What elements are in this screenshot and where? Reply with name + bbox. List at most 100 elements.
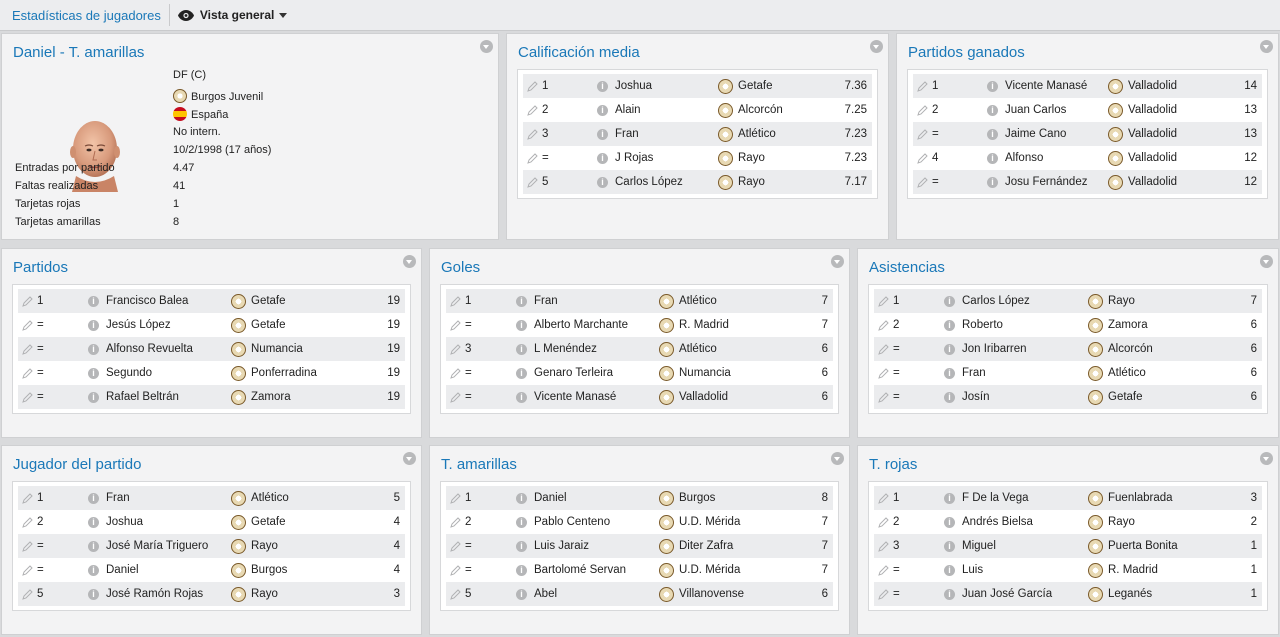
ranking-row[interactable]: = i Jesús López Getafe 19	[18, 313, 405, 337]
pencil-icon[interactable]	[450, 296, 461, 310]
pencil-icon[interactable]	[878, 541, 889, 555]
pencil-icon[interactable]	[527, 81, 538, 95]
team-name[interactable]: Burgos	[679, 492, 716, 504]
team-name[interactable]: Rayo	[251, 588, 278, 600]
info-icon[interactable]: i	[944, 319, 955, 331]
team-name[interactable]: Valladolid	[1128, 104, 1178, 116]
ranking-row[interactable]: = i Daniel Burgos 4	[18, 558, 405, 582]
player-name[interactable]: Daniel	[106, 564, 139, 576]
info-icon[interactable]: i	[944, 516, 955, 528]
info-icon[interactable]: i	[597, 176, 608, 188]
ranking-row[interactable]: 1 i Fran Atlético 5	[18, 486, 405, 510]
info-icon[interactable]: i	[88, 391, 99, 403]
ranking-row[interactable]: 5 i José Ramón Rojas Rayo 3	[18, 582, 405, 606]
info-icon[interactable]: i	[88, 319, 99, 331]
pencil-icon[interactable]	[527, 153, 538, 167]
team-name[interactable]: Atlético	[738, 128, 776, 140]
player-name[interactable]: Fran	[615, 128, 639, 140]
ranking-row[interactable]: 1 i Daniel Burgos 8	[446, 486, 833, 510]
info-icon[interactable]: i	[944, 367, 955, 379]
team-name[interactable]: Atlético	[679, 295, 717, 307]
info-icon[interactable]: i	[516, 343, 527, 355]
team-name[interactable]: Rayo	[251, 540, 278, 552]
panel-menu-button[interactable]	[831, 452, 844, 465]
team-name[interactable]: Rayo	[1108, 516, 1135, 528]
team-name[interactable]: Alcorcón	[1108, 343, 1153, 355]
team-name[interactable]: Valladolid	[1128, 152, 1178, 164]
player-name[interactable]: Jaime Cano	[1005, 128, 1067, 140]
info-icon[interactable]: i	[88, 516, 99, 528]
pencil-icon[interactable]	[917, 129, 928, 143]
player-name[interactable]: Segundo	[106, 367, 153, 379]
panel-menu-button[interactable]	[480, 40, 493, 53]
player-name[interactable]: Carlos López	[615, 176, 683, 188]
player-name[interactable]: Miguel	[962, 540, 996, 552]
player-name[interactable]: Roberto	[962, 319, 1003, 331]
ranking-row[interactable]: 2 i Pablo Centeno U.D. Mérida 7	[446, 510, 833, 534]
ranking-row[interactable]: = i Segundo Ponferradina 19	[18, 361, 405, 385]
info-icon[interactable]: i	[516, 564, 527, 576]
player-name[interactable]: Abel	[534, 588, 558, 600]
info-icon[interactable]: i	[516, 391, 527, 403]
ranking-row[interactable]: = i Genaro Terleira Numancia 6	[446, 361, 833, 385]
panel-menu-button[interactable]	[1260, 40, 1273, 53]
ranking-row[interactable]: 2 i Roberto Zamora 6	[874, 313, 1262, 337]
pencil-icon[interactable]	[450, 517, 461, 531]
ranking-row[interactable]: = i José María Triguero Rayo 4	[18, 534, 405, 558]
pencil-icon[interactable]	[878, 320, 889, 334]
ranking-row[interactable]: = i Jaime Cano Valladolid 13	[913, 122, 1262, 146]
player-name[interactable]: Jesús López	[106, 319, 171, 331]
pencil-icon[interactable]	[917, 105, 928, 119]
ranking-row[interactable]: = i Juan José García Leganés 1	[874, 582, 1262, 606]
player-club[interactable]: Burgos Juvenil	[173, 89, 263, 103]
team-name[interactable]: Numancia	[251, 343, 303, 355]
info-icon[interactable]: i	[944, 343, 955, 355]
team-name[interactable]: Puerta Bonita	[1108, 540, 1178, 552]
player-name[interactable]: F De la Vega	[962, 492, 1029, 504]
pencil-icon[interactable]	[878, 517, 889, 531]
player-name[interactable]: Luis Jaraiz	[534, 540, 589, 552]
info-icon[interactable]: i	[88, 588, 99, 600]
player-name[interactable]: Jon Iribarren	[962, 343, 1027, 355]
player-name[interactable]: Alfonso Revuelta	[106, 343, 193, 355]
pencil-icon[interactable]	[22, 296, 33, 310]
player-name[interactable]: L Menéndez	[534, 343, 597, 355]
pencil-icon[interactable]	[22, 493, 33, 507]
pencil-icon[interactable]	[22, 368, 33, 382]
info-icon[interactable]: i	[944, 391, 955, 403]
pencil-icon[interactable]	[917, 153, 928, 167]
player-name[interactable]: Fran	[106, 492, 130, 504]
info-icon[interactable]: i	[597, 80, 608, 92]
player-name[interactable]: Joshua	[106, 516, 144, 528]
player-name[interactable]: Francisco Balea	[106, 295, 189, 307]
player-name[interactable]: Vicente Manasé	[1005, 80, 1088, 92]
team-name[interactable]: Getafe	[1108, 391, 1143, 403]
pencil-icon[interactable]	[527, 129, 538, 143]
team-name[interactable]: Rayo	[738, 176, 765, 188]
player-name[interactable]: José María Triguero	[106, 540, 209, 552]
pencil-icon[interactable]	[22, 320, 33, 334]
player-name[interactable]: Andrés Bielsa	[962, 516, 1033, 528]
team-name[interactable]: Valladolid	[679, 391, 729, 403]
info-icon[interactable]: i	[597, 152, 608, 164]
pencil-icon[interactable]	[878, 296, 889, 310]
info-icon[interactable]: i	[516, 319, 527, 331]
pencil-icon[interactable]	[878, 589, 889, 603]
player-name[interactable]: Daniel	[534, 492, 567, 504]
player-name[interactable]: Josu Fernández	[1005, 176, 1088, 188]
info-icon[interactable]: i	[88, 343, 99, 355]
team-name[interactable]: Atlético	[251, 492, 289, 504]
player-name[interactable]: José Ramón Rojas	[106, 588, 204, 600]
player-name[interactable]: Fran	[962, 367, 986, 379]
pencil-icon[interactable]	[878, 392, 889, 406]
player-name[interactable]: Fran	[534, 295, 558, 307]
panel-menu-button[interactable]	[870, 40, 883, 53]
view-selector[interactable]: Vista general	[170, 8, 288, 22]
team-name[interactable]: U.D. Mérida	[679, 516, 741, 528]
ranking-row[interactable]: 3 i Miguel Puerta Bonita 1	[874, 534, 1262, 558]
pencil-icon[interactable]	[22, 565, 33, 579]
player-name[interactable]: Vicente Manasé	[534, 391, 617, 403]
ranking-row[interactable]: 3 i L Menéndez Atlético 6	[446, 337, 833, 361]
ranking-row[interactable]: = i Jon Iribarren Alcorcón 6	[874, 337, 1262, 361]
info-icon[interactable]: i	[516, 367, 527, 379]
